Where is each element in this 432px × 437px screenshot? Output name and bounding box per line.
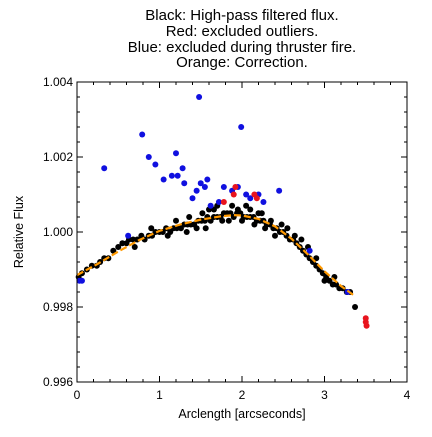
black-point-103 bbox=[262, 225, 269, 232]
blue-point-17 bbox=[201, 184, 208, 190]
black-point-111 bbox=[258, 210, 265, 217]
blue-point-8 bbox=[168, 172, 175, 179]
black-point-97 bbox=[164, 232, 171, 239]
black-point-100 bbox=[219, 217, 226, 224]
y-tick-label-4: 1.004 bbox=[43, 75, 73, 89]
y-tick-label-2: 1.000 bbox=[43, 225, 73, 239]
blue-point-24 bbox=[238, 124, 245, 130]
y-tick-label-1: 0.998 bbox=[43, 300, 73, 314]
blue-point-29 bbox=[276, 187, 283, 194]
black-point-92 bbox=[291, 232, 298, 239]
blue-point-25 bbox=[243, 191, 250, 198]
red-point-1 bbox=[230, 191, 237, 198]
blue-point-12 bbox=[181, 180, 188, 187]
x-tick-label-2: 2 bbox=[239, 388, 246, 402]
black-point-110 bbox=[247, 206, 254, 213]
blue-point-5 bbox=[145, 154, 152, 160]
blue-point-11 bbox=[179, 165, 186, 172]
black-point-99 bbox=[202, 225, 209, 232]
blue-point-19 bbox=[207, 202, 214, 209]
blue-point-21 bbox=[220, 184, 227, 190]
blue-point-20 bbox=[215, 199, 222, 205]
y-axis: 0.996 0.998 1.000 1.002 1.004 bbox=[43, 75, 407, 389]
black-point-107 bbox=[186, 214, 193, 220]
black-point-89 bbox=[272, 232, 278, 239]
blue-point-2 bbox=[101, 165, 108, 172]
y-tick-label-0: 0.996 bbox=[43, 375, 73, 389]
black-point-98 bbox=[183, 229, 190, 235]
blue-point-26 bbox=[247, 195, 254, 202]
x-tick-label-0: 0 bbox=[74, 388, 81, 402]
title-line-3: Blue: excluded during thruster fire. bbox=[128, 39, 356, 56]
blue-point-15 bbox=[196, 94, 203, 100]
black-point-96 bbox=[148, 225, 155, 232]
black-point-9 bbox=[115, 244, 122, 250]
black-point-101 bbox=[225, 217, 232, 224]
title-line-2: Red: excluded outliers. bbox=[166, 23, 319, 40]
blue-point-30 bbox=[306, 247, 313, 254]
blue-point-9 bbox=[173, 150, 179, 157]
blue-point-7 bbox=[160, 176, 167, 183]
data-marks bbox=[75, 94, 370, 329]
red-point-6 bbox=[362, 315, 369, 322]
correction-curve-layer bbox=[76, 214, 355, 296]
black-point-93 bbox=[298, 236, 305, 243]
correction-curve bbox=[76, 214, 355, 296]
blue-point-16 bbox=[197, 180, 204, 187]
blue-point-3 bbox=[125, 232, 132, 239]
black-point-90 bbox=[278, 221, 285, 228]
black-point-86 bbox=[251, 221, 258, 228]
black-point-95 bbox=[131, 244, 138, 250]
black-point-19 bbox=[152, 229, 159, 235]
x-tick-label-1: 1 bbox=[156, 388, 163, 402]
black-point-85 bbox=[243, 202, 250, 209]
blue-point-4 bbox=[139, 131, 146, 138]
chart-title: Black: High-pass filtered flux. Red: exc… bbox=[128, 7, 356, 71]
blue-point-28 bbox=[260, 199, 267, 205]
x-tick-label-4: 4 bbox=[404, 388, 411, 402]
y-tick-label-3: 1.002 bbox=[43, 150, 73, 164]
blue-point-18 bbox=[204, 176, 211, 183]
black-point-84 bbox=[234, 206, 241, 213]
red-point-0 bbox=[220, 199, 227, 205]
black-point-91 bbox=[284, 225, 291, 232]
blue-point-1 bbox=[78, 277, 85, 284]
black-point-83 bbox=[229, 202, 236, 209]
x-tick-label-3: 3 bbox=[321, 388, 328, 402]
red-point-4 bbox=[253, 195, 260, 202]
red-point-7 bbox=[363, 322, 370, 329]
black-point-78 bbox=[352, 304, 359, 310]
blue-point-13 bbox=[189, 195, 196, 202]
black-point-80 bbox=[193, 225, 200, 232]
black-point-13 bbox=[130, 236, 137, 243]
black-point-105 bbox=[321, 277, 328, 284]
black-point-10 bbox=[119, 240, 126, 247]
y-axis-label: Relative Flux bbox=[12, 195, 26, 268]
blue-point-14 bbox=[193, 187, 200, 194]
blue-point-10 bbox=[174, 172, 181, 179]
blue-point-6 bbox=[152, 161, 159, 168]
x-axis-label: Arclength [arcseconds] bbox=[178, 407, 305, 421]
black-point-8 bbox=[110, 247, 117, 254]
title-line-1: Black: High-pass filtered flux. bbox=[145, 7, 338, 24]
black-point-104 bbox=[313, 255, 320, 262]
black-point-102 bbox=[239, 217, 245, 224]
title-line-4: Orange: Correction. bbox=[176, 54, 308, 71]
x-axis: 0 1 2 3 4 bbox=[74, 82, 411, 402]
black-point-88 bbox=[267, 217, 274, 224]
black-point-79 bbox=[173, 217, 179, 224]
black-point-108 bbox=[199, 210, 206, 217]
red-point-2 bbox=[232, 184, 239, 190]
